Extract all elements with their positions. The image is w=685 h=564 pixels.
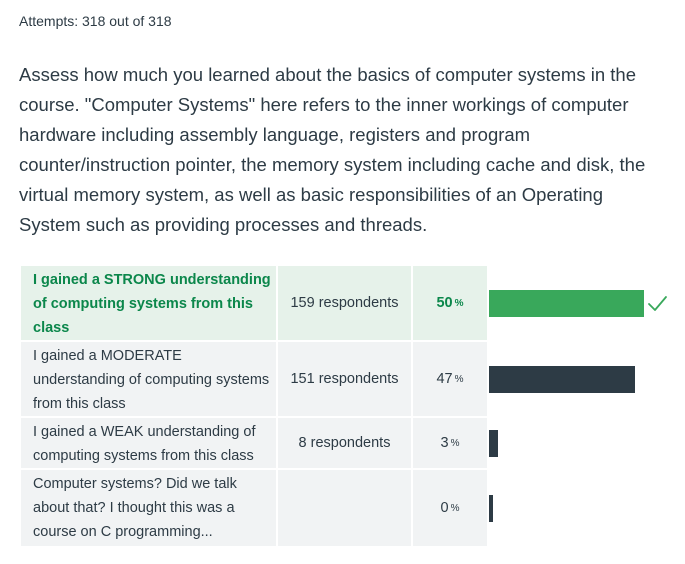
answer-label: I gained a MODERATE understanding of com…	[21, 342, 276, 416]
bar-cell	[489, 418, 681, 468]
bar-cell	[489, 342, 681, 416]
percent-number: 50	[436, 295, 453, 311]
answer-row: I gained a STRONG understanding of compu…	[21, 266, 681, 340]
percent-symbol: %	[450, 437, 460, 449]
percent-number: 0	[440, 500, 449, 516]
answer-results: I gained a STRONG understanding of compu…	[21, 266, 681, 548]
percent-value: 47%	[413, 342, 487, 416]
answer-label: I gained a STRONG understanding of compu…	[21, 266, 276, 340]
result-bar	[489, 494, 493, 522]
answer-label: Computer systems? Did we talk about that…	[21, 470, 276, 546]
check-icon	[648, 296, 667, 311]
result-bar	[489, 289, 644, 317]
percent-number: 3	[440, 435, 449, 451]
respondent-count: 8 respondents	[278, 418, 411, 468]
percent-value: 50%	[413, 266, 487, 340]
percent-number: 47	[436, 371, 453, 387]
bar-cell	[489, 470, 681, 546]
percent-symbol: %	[454, 297, 464, 309]
bar-cell	[489, 266, 681, 340]
percent-value: 3%	[413, 418, 487, 468]
question-text: Assess how much you learned about the ba…	[19, 64, 646, 235]
answer-row: I gained a MODERATE understanding of com…	[21, 342, 681, 416]
answer-row: Computer systems? Did we talk about that…	[21, 470, 681, 546]
respondent-count: 151 respondents	[278, 342, 411, 416]
answer-row: I gained a WEAK understanding of computi…	[21, 418, 681, 468]
answer-label: I gained a WEAK understanding of computi…	[21, 418, 276, 468]
percent-value: 0%	[413, 470, 487, 546]
respondent-count	[278, 470, 411, 546]
percent-symbol: %	[450, 502, 460, 514]
respondent-count: 159 respondents	[278, 266, 411, 340]
attempts-count: Attempts: 318 out of 318	[19, 13, 172, 29]
result-bar	[489, 365, 635, 393]
percent-symbol: %	[454, 373, 464, 385]
result-bar	[489, 429, 498, 457]
